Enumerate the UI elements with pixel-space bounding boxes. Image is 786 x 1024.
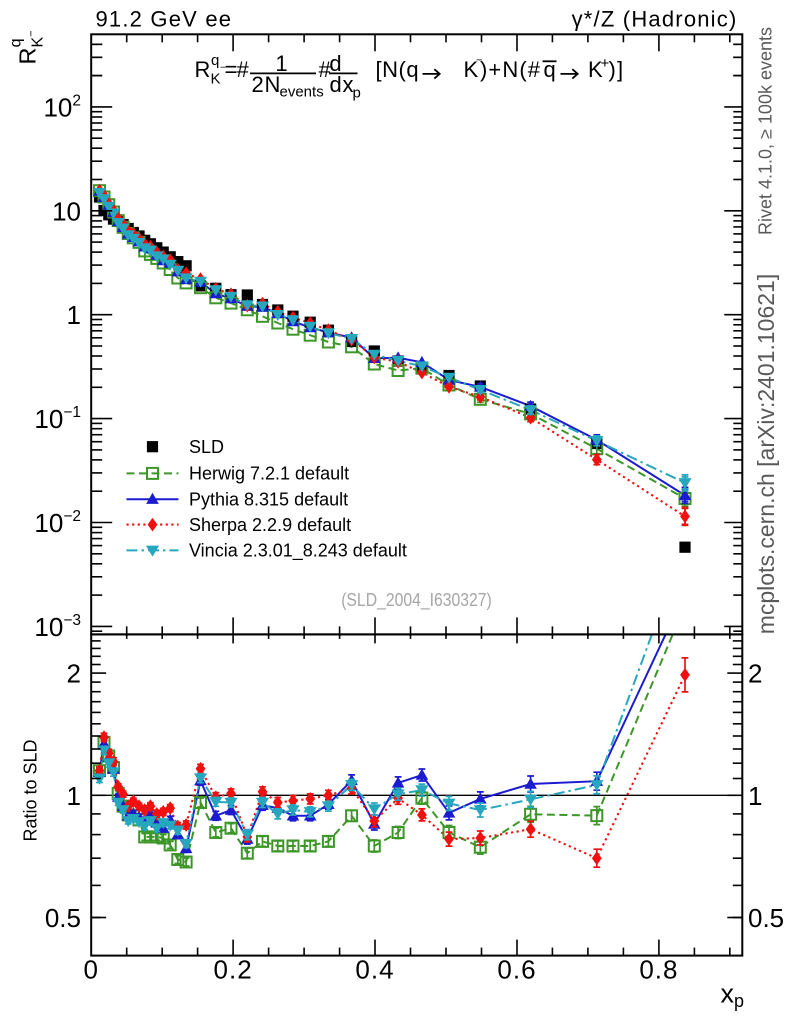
svg-text:q: q (544, 57, 556, 82)
svg-text:#: # (237, 57, 250, 82)
svg-text:10−2: 10−2 (34, 508, 81, 538)
svg-text:Sherpa 2.2.9 default: Sherpa 2.2.9 default (189, 515, 351, 535)
svg-text:SLD: SLD (189, 437, 224, 457)
svg-text:1: 1 (748, 781, 762, 811)
svg-text:2: 2 (67, 659, 81, 689)
svg-text:K: K (588, 57, 603, 82)
svg-text:Pythia 8.315 default: Pythia 8.315 default (189, 489, 348, 509)
svg-text:1: 1 (67, 781, 81, 811)
svg-text:−: − (476, 55, 482, 67)
svg-text:d: d (329, 51, 341, 76)
svg-text:q: q (211, 52, 219, 69)
svg-text:0.5: 0.5 (748, 903, 784, 933)
svg-text:γ*/Z (Hadronic): γ*/Z (Hadronic) (572, 6, 738, 31)
svg-text:=: = (225, 57, 238, 82)
svg-text:+: + (601, 55, 610, 72)
svg-text:2: 2 (748, 659, 762, 689)
svg-text:R: R (195, 57, 211, 82)
svg-text:events: events (280, 83, 324, 100)
svg-text:1: 1 (275, 51, 287, 76)
svg-text:10: 10 (52, 196, 81, 226)
svg-text:0.6: 0.6 (497, 955, 536, 985)
svg-text:0: 0 (83, 955, 98, 985)
svg-text:p: p (353, 85, 361, 102)
svg-text:Vincia 2.3.01_8.243 default: Vincia 2.3.01_8.243 default (189, 541, 407, 562)
svg-text:Rivet 4.1.0, ≥ 100k events: Rivet 4.1.0, ≥ 100k events (756, 27, 776, 235)
svg-text:0.2: 0.2 (214, 955, 253, 985)
svg-text:Herwig 7.2.1 default: Herwig 7.2.1 default (189, 464, 349, 484)
svg-text:dx: dx (330, 72, 355, 97)
svg-text:−: − (220, 63, 226, 74)
svg-text:Ratio to SLD: Ratio to SLD (21, 739, 41, 841)
svg-text:91.2 GeV ee: 91.2 GeV ee (96, 6, 233, 31)
svg-text:K: K (211, 71, 221, 88)
svg-text:)]: )] (609, 57, 625, 82)
svg-text:)+N(#: )+N(# (480, 57, 541, 82)
svg-text:mcplots.cern.ch [arXiv:2401.10: mcplots.cern.ch [arXiv:2401.10621] (753, 274, 779, 635)
svg-text:[N(q: [N(q (376, 57, 420, 82)
svg-text:#: # (319, 57, 332, 82)
svg-text:0.8: 0.8 (639, 955, 678, 985)
svg-text:(SLD_2004_I630327): (SLD_2004_I630327) (341, 590, 492, 611)
svg-text:2N: 2N (252, 72, 282, 97)
svg-text:K: K (464, 57, 479, 82)
svg-text:0.4: 0.4 (355, 955, 394, 985)
svg-text:0.5: 0.5 (45, 903, 81, 933)
svg-text:1: 1 (67, 300, 81, 330)
